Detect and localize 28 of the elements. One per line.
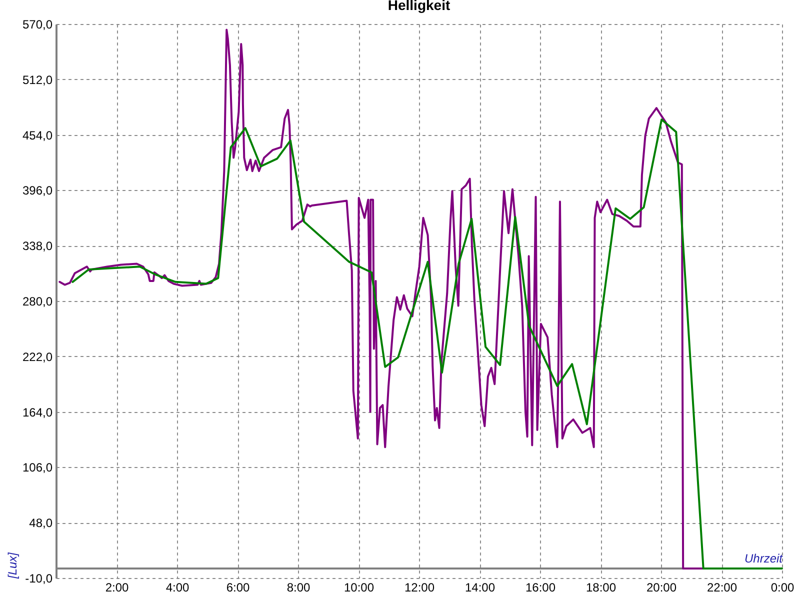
line-series	[72, 118, 783, 570]
y-tick-label: 454,0	[22, 128, 53, 142]
x-tick-label: 10:00	[344, 580, 374, 594]
line-series	[58, 28, 704, 570]
x-tick-label: 20:00	[646, 580, 677, 594]
y-tick-label: 338,0	[22, 239, 53, 254]
x-tick-label: 16:00	[525, 580, 556, 594]
y-tick-label: 570,0	[22, 18, 53, 32]
y-tick-label: 222,0	[22, 350, 53, 364]
chart-title: Helligkeit	[388, 0, 450, 13]
y-tick-label: -10,0	[25, 572, 53, 586]
y-tick-label: 164,0	[22, 405, 53, 420]
y-tick-label: 396,0	[22, 184, 53, 198]
y-axis-title: [Lux]	[5, 552, 20, 580]
x-tick-label: 12:00	[404, 580, 435, 594]
y-tick-label: 280,0	[22, 294, 53, 308]
y-tick-label: 512,0	[22, 72, 53, 87]
x-tick-label: 0:00	[770, 580, 794, 594]
x-tick-label: 8:00	[286, 580, 310, 594]
x-tick-label: 14:00	[464, 580, 496, 594]
x-tick-label: 2:00	[105, 580, 129, 594]
x-tick-label: 18:00	[586, 580, 616, 594]
x-tick-label: 22:00	[706, 580, 738, 594]
y-tick-label: 48,0	[29, 516, 53, 530]
x-tick-label: 6:00	[226, 580, 250, 594]
x-tick-label: 4:00	[166, 580, 190, 594]
y-tick-label: 106,0	[22, 460, 53, 475]
x-axis-title: Uhrzeit	[744, 552, 784, 566]
